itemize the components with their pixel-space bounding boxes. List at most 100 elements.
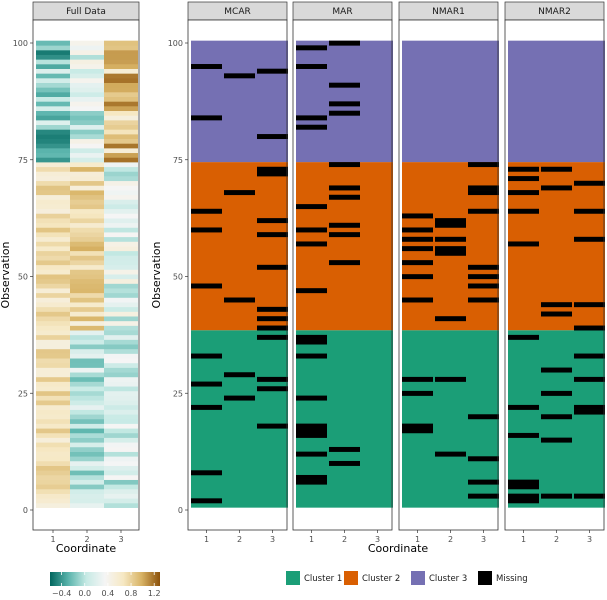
missing-cell (402, 260, 433, 266)
cluster-block (191, 40, 288, 163)
missing-cell (296, 64, 327, 69)
heatmap-cell (104, 414, 138, 420)
missing-cell (191, 208, 222, 214)
heatmap-cell (70, 73, 104, 79)
legend-swatch (411, 571, 425, 585)
heatmap-cell (70, 96, 104, 102)
heatmap-cell (70, 288, 104, 294)
heatmap-cell (70, 110, 104, 116)
facet-strip-label: NMAR1 (432, 7, 465, 17)
heatmap-cell (36, 120, 70, 126)
missing-cell (296, 288, 327, 294)
heatmap-cell (36, 292, 70, 298)
heatmap-cell (36, 208, 70, 214)
missing-cell (541, 414, 572, 420)
heatmap-cell (70, 376, 104, 382)
heatmap-cell (70, 390, 104, 396)
heatmap-cell (36, 40, 70, 46)
y-tick-label: 0 (178, 506, 183, 515)
heatmap-cell (36, 316, 70, 322)
heatmap-cell (36, 246, 70, 252)
heatmap-cell (36, 199, 70, 205)
heatmap-cell (104, 283, 138, 289)
heatmap-cell (104, 208, 138, 214)
missing-cell (508, 493, 539, 499)
missing-cell (191, 283, 222, 289)
x-tick-label: 1 (521, 535, 526, 544)
heatmap-cell (70, 283, 104, 289)
heatmap-cell (70, 344, 104, 350)
heatmap-cell (36, 288, 70, 294)
heatmap-cell (70, 199, 104, 205)
heatmap-cell (70, 302, 104, 308)
heatmap-cell (104, 381, 138, 387)
facet-nmar1: NMAR1 1 2 3 (398, 1, 499, 544)
heatmap-cell (70, 404, 104, 410)
heatmap-cell (70, 50, 104, 55)
facet-border (187, 19, 288, 531)
heatmap-cell (70, 185, 104, 191)
heatmap-cell (70, 418, 104, 424)
missing-cell (257, 218, 288, 224)
heatmap-cell (70, 432, 104, 438)
x-tick-label: 2 (342, 535, 347, 544)
heatmap-cell (70, 278, 104, 284)
heatmap-cell (70, 292, 104, 298)
heatmap-cell (104, 344, 138, 350)
heatmap-cell (36, 185, 70, 191)
heatmap-cell (70, 124, 104, 130)
heatmap-cell (104, 395, 138, 401)
cluster-block (508, 40, 605, 163)
facet-mcar: MCAR 1 2 3 0 25 50 75 100 (168, 1, 288, 544)
missing-cell (257, 68, 288, 74)
heatmap-cell (70, 460, 104, 466)
heatmap-cell (104, 470, 138, 476)
missing-cell (468, 264, 499, 270)
heatmap-cell (70, 87, 104, 93)
missing-cell (296, 451, 327, 457)
heatmap-cell (36, 446, 70, 452)
y-tick-label: 25 (173, 389, 183, 398)
heatmap-cell (104, 143, 138, 149)
facet-border (398, 19, 499, 531)
facet-strip-label: MCAR (224, 7, 250, 17)
heatmap-cell (104, 493, 138, 499)
missing-cell (257, 334, 288, 340)
missing-cell (468, 456, 499, 462)
heatmap-cell (70, 409, 104, 415)
facet-strip-label: MAR (332, 7, 352, 17)
heatmap-cell (36, 320, 70, 326)
heatmap-cell (104, 152, 138, 158)
heatmap-cell (104, 124, 138, 130)
heatmap-cell (104, 311, 138, 317)
missing-cell (508, 176, 539, 182)
heatmap-cell (104, 166, 138, 172)
missing-cell (191, 404, 222, 410)
missing-cell (508, 208, 539, 214)
heatmap-cell (70, 171, 104, 177)
x-tick-label: 1 (50, 535, 55, 544)
heatmap-cell (70, 498, 104, 504)
heatmap-cell (36, 222, 70, 228)
heatmap-cell (70, 264, 104, 270)
heatmap-cell (70, 78, 104, 83)
missing-cell (402, 390, 433, 396)
heatmap-cell (36, 381, 70, 387)
heatmap-cell (36, 171, 70, 177)
heatmap-cell (70, 115, 104, 121)
heatmap-cell (104, 54, 138, 60)
facet-nmar2: NMAR2 1 2 3 (504, 1, 605, 544)
heatmap-cell (70, 306, 104, 312)
heatmap-cell (104, 227, 138, 233)
heatmap-cell (36, 306, 70, 312)
heatmap-cell (104, 437, 138, 443)
heatmap-cell (36, 176, 70, 182)
heatmap-cell (36, 45, 70, 51)
missing-cell (541, 185, 572, 191)
heatmap-cell (36, 390, 70, 396)
heatmap-cell (104, 302, 138, 308)
missing-cell (296, 432, 327, 438)
heatmap-cell (104, 204, 138, 210)
heatmap-cell (36, 227, 70, 233)
